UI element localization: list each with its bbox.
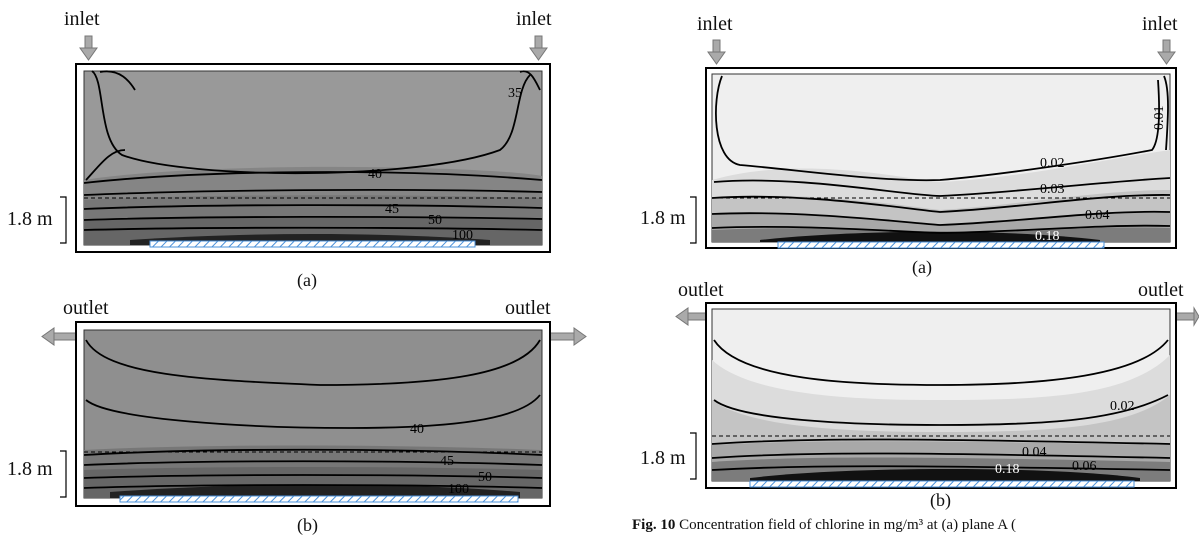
inlet-arrow-right: [529, 35, 548, 61]
inlet-arrow-left: [79, 35, 98, 61]
height-label: 1.8 m: [640, 447, 686, 469]
contour-label-0.04: 0.04: [1085, 208, 1110, 223]
contour-label-0.04: 0.04: [1022, 445, 1047, 460]
floor-hatch: [119, 495, 519, 503]
contour-plot-left-b: 40 45 50 100: [41, 321, 587, 507]
floor-hatch: [777, 241, 1105, 249]
subcaption-right-a: (a): [912, 257, 932, 277]
floor-hatch: [149, 240, 476, 248]
subcaption-right-b: (b): [930, 490, 951, 510]
inlet-label-left: inlet: [64, 8, 100, 30]
figure-caption: Fig. 10 Concentration field of chlorine …: [632, 516, 1016, 534]
contour-label-35: 35: [508, 86, 522, 101]
outlet-label-left: outlet: [678, 279, 724, 301]
contour-label-0.18: 0.18: [1035, 229, 1060, 244]
contour-label-45: 45: [440, 454, 454, 469]
outlet-label-right: outlet: [505, 297, 551, 319]
floor-hatch: [749, 480, 1135, 488]
subcaption-left-b: (b): [297, 515, 318, 535]
outlet-label-left: outlet: [63, 297, 109, 319]
inlet-arrow-right: [1157, 39, 1176, 65]
contour-label-45: 45: [385, 202, 399, 217]
caption-figure-number: Fig. 10: [632, 517, 676, 533]
contour-label-100: 100: [448, 482, 469, 497]
contour-label-0.06: 0.06: [1072, 459, 1097, 474]
contour-plot-right-a: 0.01 0.02 0.03 0.04 0.18: [690, 39, 1177, 249]
contour-label-100: 100: [452, 228, 473, 243]
height-label: 1.8 m: [7, 208, 53, 230]
outlet-label-right: outlet: [1138, 279, 1184, 301]
caption-text: Concentration field of chlorine in mg/m³…: [679, 517, 1016, 533]
contour-label-0.18: 0.18: [995, 462, 1020, 477]
height-label: 1.8 m: [640, 207, 686, 229]
height-label: 1.8 m: [7, 458, 53, 480]
inlet-arrow-left: [707, 39, 726, 65]
contour-label-0.01: 0.01: [1152, 106, 1167, 131]
contour-plot-left-a: 35 40 45 50 100: [60, 35, 551, 253]
outlet-arrow-left: [675, 307, 707, 326]
inlet-label-right: inlet: [516, 8, 552, 30]
contour-label-50: 50: [478, 470, 492, 485]
contour-label-50: 50: [428, 213, 442, 228]
contour-label-40: 40: [410, 422, 424, 437]
contour-label-0.02: 0.02: [1110, 399, 1135, 414]
outlet-arrow-right: [1175, 306, 1199, 327]
outlet-arrow-right: [549, 327, 587, 346]
contour-label-0.03: 0.03: [1040, 182, 1065, 197]
inlet-label-right: inlet: [1142, 13, 1178, 35]
subcaption-left-a: (a): [297, 270, 317, 290]
contour-label-40: 40: [368, 167, 382, 182]
inlet-label-left: inlet: [697, 13, 733, 35]
contour-label-0.02: 0.02: [1040, 156, 1065, 171]
